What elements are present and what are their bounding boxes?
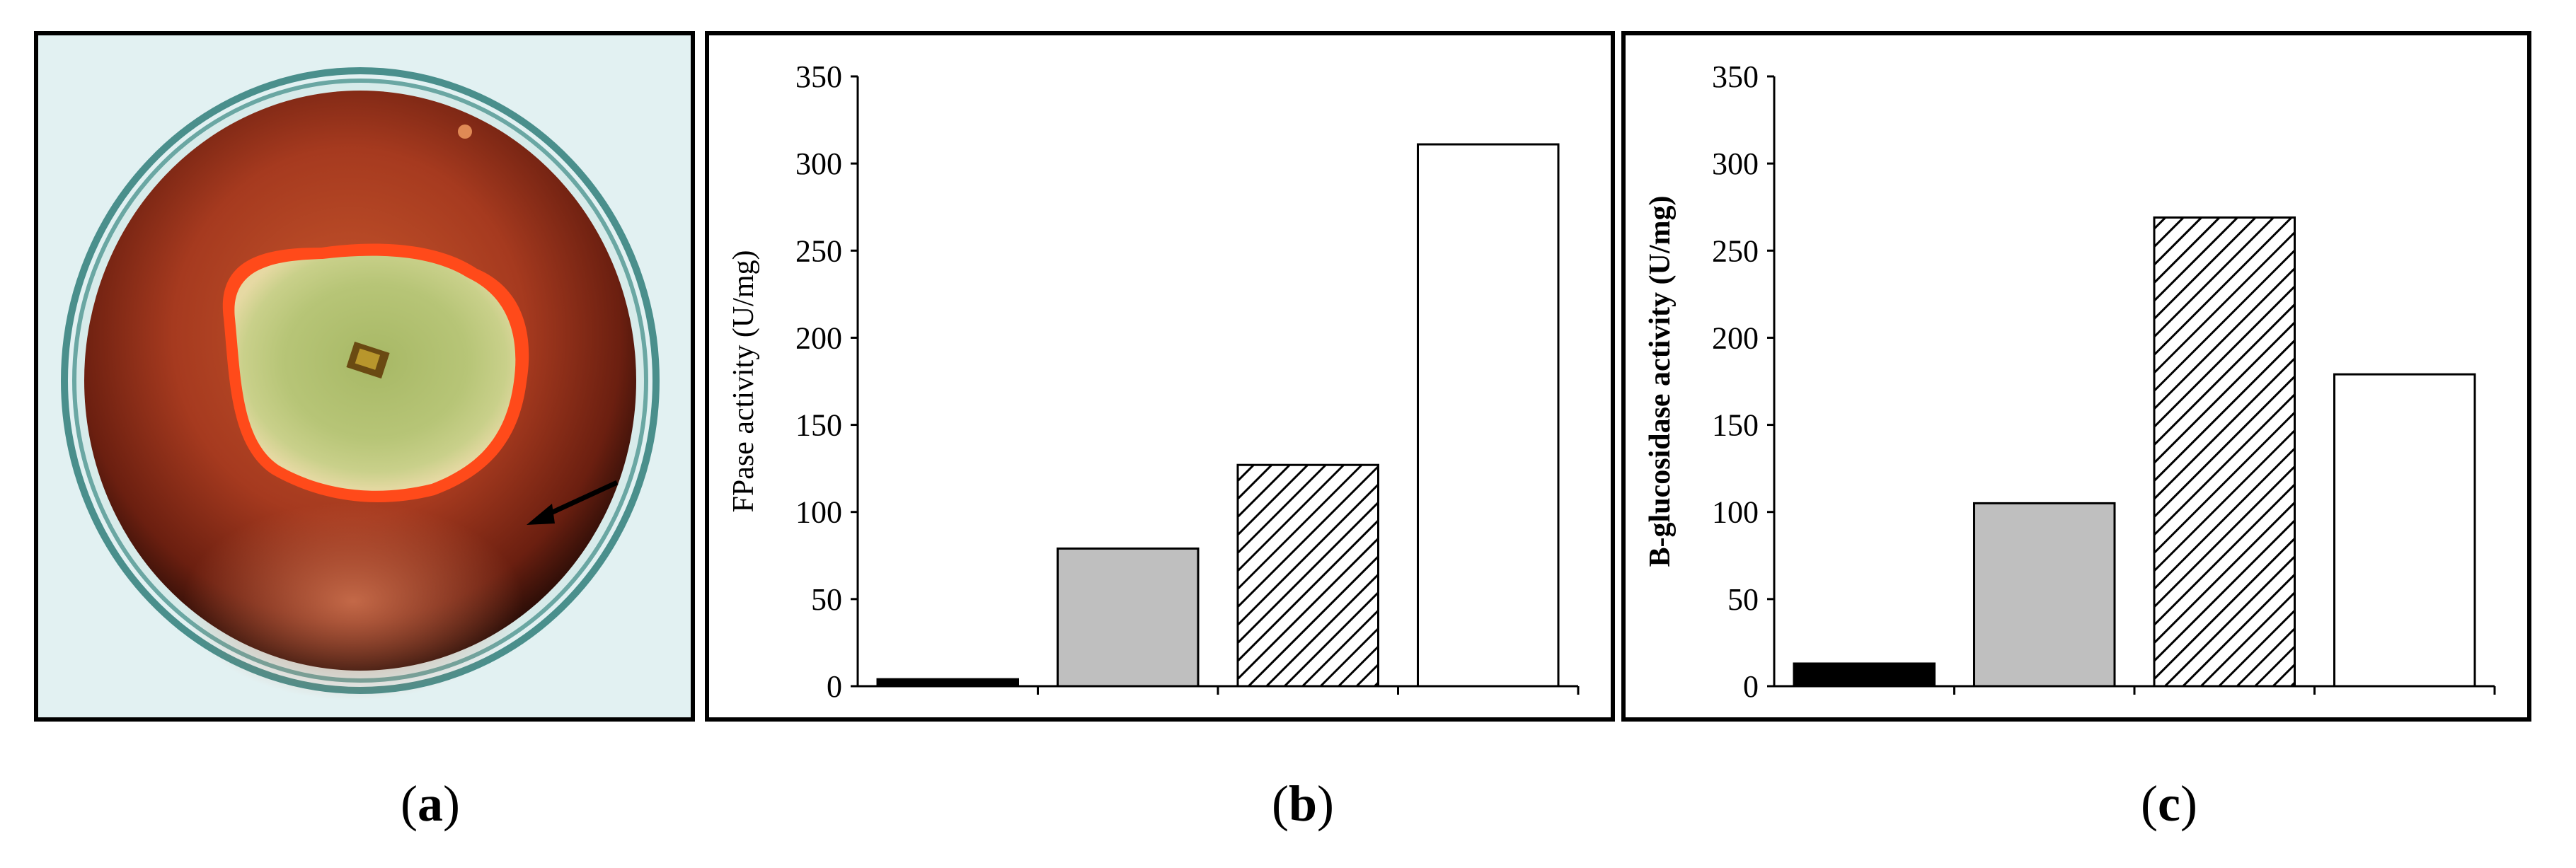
bar-gray (1972, 502, 2116, 688)
y-tick-label: 0 (827, 669, 842, 704)
petri-dish-photo (34, 31, 695, 722)
bar-gray (1056, 547, 1200, 688)
caption-c: (c) (2141, 775, 2197, 832)
y-axis-label: FPase activity (U/mg) (728, 250, 760, 513)
y-tick-label: 50 (1727, 582, 1759, 617)
clearing-zone (183, 502, 523, 700)
bar-black (1793, 662, 1936, 688)
y-tick-label: 200 (795, 320, 842, 355)
caption-c-letter: c (2158, 775, 2180, 832)
y-tick-label: 250 (1712, 233, 1759, 268)
y-tick-label: 200 (1712, 320, 1759, 355)
bar-black (876, 678, 1020, 688)
y-tick-label: 250 (795, 233, 842, 268)
bar-hatched (2153, 216, 2296, 688)
inoculum-plug-highlight (355, 348, 381, 370)
y-tick-label: 350 (1712, 59, 1759, 94)
y-tick-label: 350 (795, 59, 842, 94)
chart-panel-b: 0 50 100 150 200 250 300 350 FPase activity (U/m… (705, 31, 1615, 722)
bar-white (2333, 373, 2476, 688)
petri-dish-illustration (61, 67, 660, 700)
bar-hatched (1236, 463, 1380, 688)
fpase-bar-chart: 0 50 100 150 200 250 300 350 FPase activity (U/m… (728, 59, 1580, 704)
y-tick-label: 0 (1743, 669, 1759, 704)
y-tick-label: 100 (1712, 495, 1759, 530)
caption-b-letter: b (1288, 775, 1318, 832)
y-tick-label: 150 (795, 408, 842, 443)
caption-a: (a) (401, 775, 460, 832)
y-tick-label: 150 (1712, 408, 1759, 443)
y-tick-label: 100 (795, 495, 842, 530)
y-axis-label: B-glucosidase activity (U/mg) (1644, 196, 1677, 567)
bar-white (1416, 143, 1560, 688)
y-tick-label: 50 (811, 582, 842, 617)
chart-panel-c: 0 50 100 150 200 250 300 350 B-glucosidase activ… (1621, 31, 2531, 722)
caption-a-letter: a (418, 775, 443, 832)
arrow-icon (527, 480, 619, 525)
spot (458, 125, 472, 139)
y-tick-label: 300 (795, 146, 842, 181)
b-glucosidase-bar-chart: 0 50 100 150 200 250 300 350 B-glucosidase activ… (1644, 59, 2496, 704)
y-tick-label: 300 (1712, 146, 1759, 181)
caption-b: (b) (1271, 775, 1335, 832)
